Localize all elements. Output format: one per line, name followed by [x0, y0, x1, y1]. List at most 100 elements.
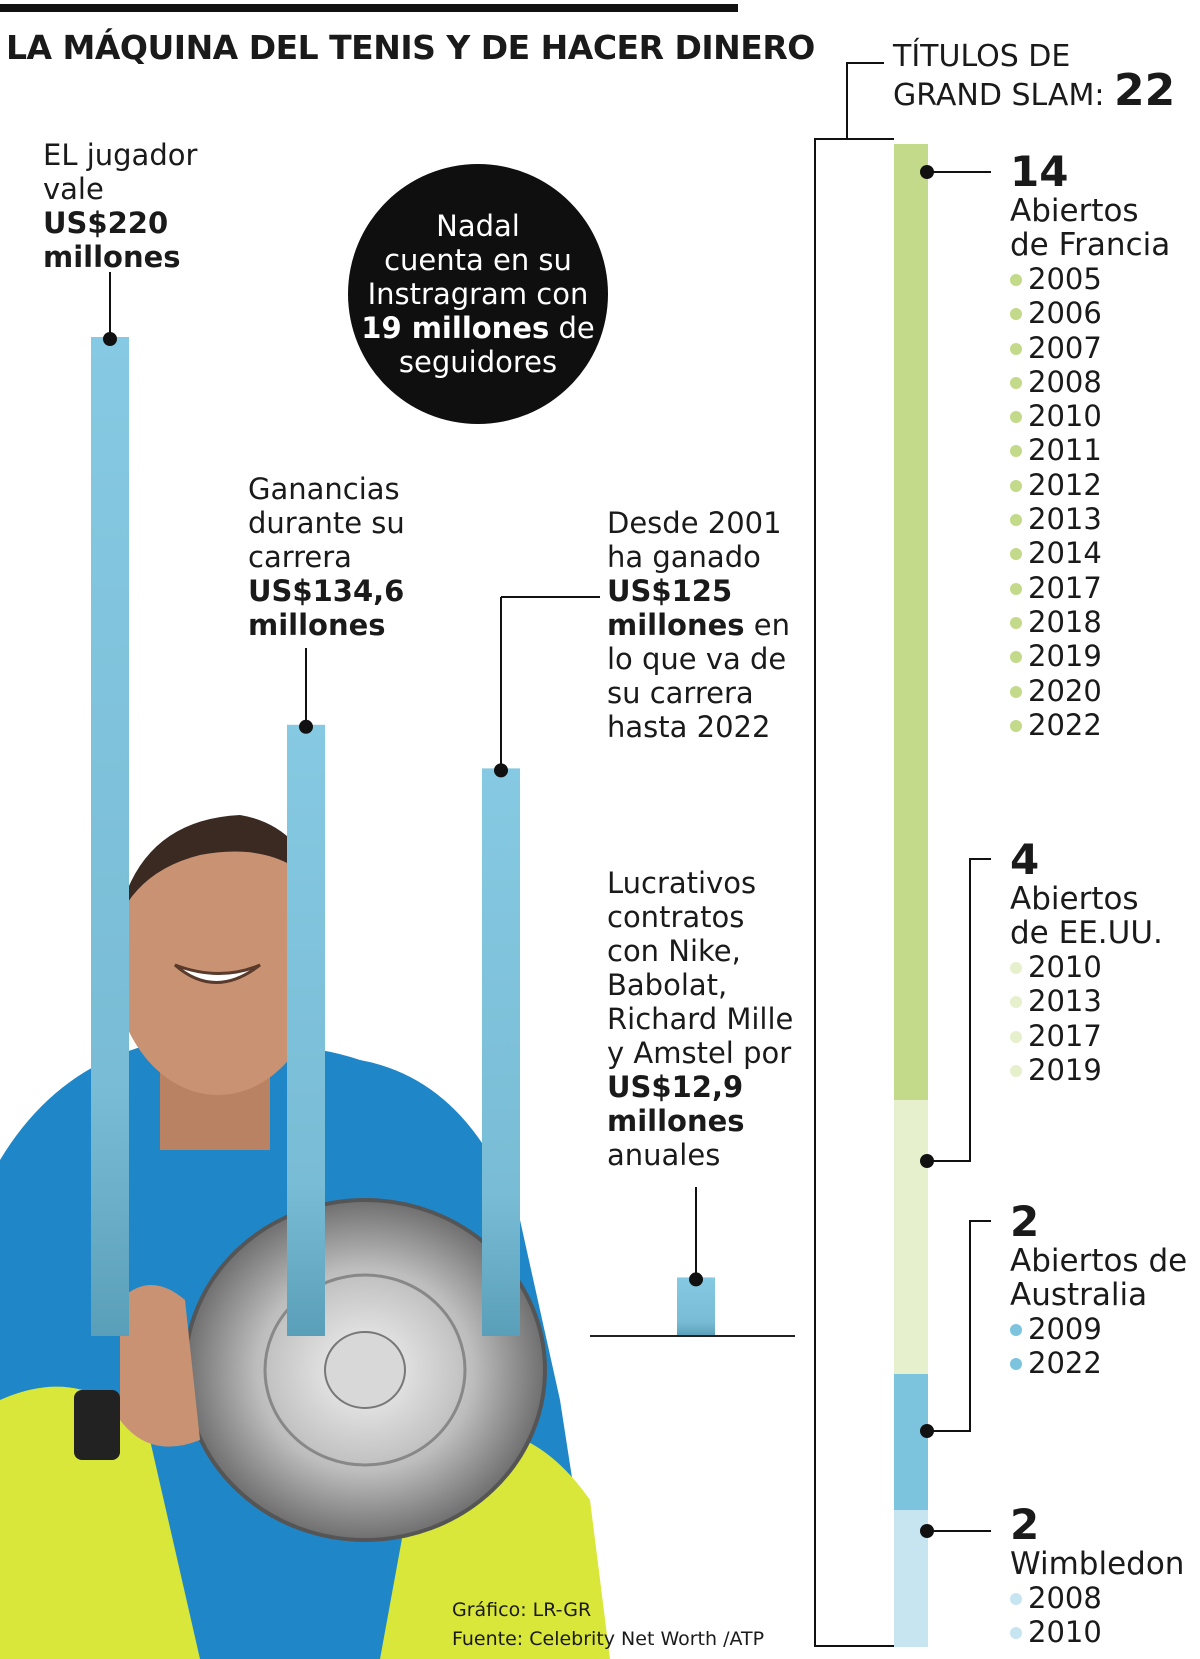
year-item: 2012: [1010, 468, 1170, 502]
annotation-since-line-5: lo que va de: [607, 642, 787, 676]
year-item: 2013: [1010, 502, 1170, 536]
annotation-contracts-line-9: anuales: [607, 1138, 721, 1172]
bracket-top-drop: [846, 62, 848, 140]
money-bar-2: [482, 768, 520, 1336]
year-bullet: [1010, 548, 1022, 561]
annotation-since-line-1: Desde 2001: [607, 506, 782, 540]
year-label: 2019: [1028, 1052, 1102, 1087]
year-bullet: [1010, 342, 1022, 355]
group-australia-name-1: Abiertos de: [1010, 1243, 1188, 1279]
circle-line-4-suffix: de: [549, 311, 595, 345]
annotation-contracts-line-6: y Amstel por: [607, 1036, 792, 1070]
group-eeuu-years: 2010 2013 2017 2019: [1010, 950, 1163, 1087]
year-label: 2019: [1028, 639, 1102, 674]
year-bullet: [1010, 411, 1022, 424]
year-bullet: [1010, 308, 1022, 321]
year-bullet: [1010, 1358, 1022, 1371]
annotation-since-unit: millones: [607, 608, 745, 642]
connector-wimbledon: [927, 1530, 991, 1532]
year-bullet: [1010, 274, 1022, 286]
annotation-earnings: Ganancias durante su carrera US$134,6 mi…: [248, 472, 405, 642]
annotation-since-2001: Desde 2001 ha ganado US$125 millones en …: [607, 506, 790, 744]
year-bullet: [1010, 1324, 1022, 1336]
money-bar-3: [677, 1277, 715, 1336]
year-label: 2011: [1028, 433, 1102, 468]
year-item: 2008: [1010, 365, 1170, 399]
year-label: 2007: [1028, 330, 1102, 365]
credits-grafico: Gráfico: LR-GR: [452, 1599, 592, 1621]
circle-line-3: Instragram con: [367, 277, 589, 311]
year-item: 2020: [1010, 674, 1170, 708]
year-label: 2017: [1028, 570, 1102, 605]
group-eeuu-name-2: de EE.UU.: [1010, 915, 1163, 951]
annotation-contracts-line-5: Richard Mille: [607, 1002, 794, 1036]
year-item: 2017: [1010, 571, 1170, 605]
money-bar-dot-0: [103, 332, 117, 346]
annotation-worth-value: US$220: [43, 206, 169, 240]
year-label: 2008: [1028, 364, 1102, 399]
circle-line-2: cuenta en su: [384, 243, 572, 277]
bracket-top-tick: [846, 62, 884, 64]
year-bullet: [1010, 996, 1022, 1009]
year-bullet: [1010, 514, 1022, 527]
group-australia-years: 2009 2022: [1010, 1312, 1187, 1381]
annotation-earnings-value: US$134,6: [248, 574, 405, 608]
circle-line-5: seguidores: [398, 345, 558, 379]
year-item: 2010: [1010, 399, 1170, 433]
year-item: 2022: [1010, 708, 1170, 742]
connector-australia-v: [969, 1220, 971, 1432]
year-item: 2010: [1010, 950, 1163, 984]
group-wimbledon-name: Wimbledon: [1010, 1546, 1185, 1582]
annotation-since-inline: en: [744, 608, 790, 642]
connector-eeuu-h: [927, 1160, 971, 1162]
year-label: 2017: [1028, 1018, 1102, 1053]
year-item: 2019: [1010, 1053, 1163, 1087]
instagram-circle: Nadal cuenta en su Instragram con 19 mil…: [348, 164, 608, 424]
group-eeuu-name-1: Abiertos: [1010, 881, 1139, 917]
group-francia-years: 2005 2006 2007 2008 2010 2011 2012 2013 2014 2017…: [1010, 262, 1170, 742]
year-item: 2013: [1010, 984, 1163, 1018]
annotation-since-line-6: su carrera: [607, 676, 754, 710]
year-item: 2011: [1010, 433, 1170, 467]
money-bar-0: [91, 337, 129, 1336]
annotation-since-line-2: ha ganado: [607, 540, 761, 574]
credits-fuente: Fuente: Celebrity Net Worth /ATP: [452, 1628, 765, 1650]
year-item: 2022: [1010, 1346, 1187, 1380]
annotation-worth-line-1: EL jugador: [43, 138, 198, 172]
annotation-earnings-line-2: durante su: [248, 506, 405, 540]
year-label: 2022: [1028, 1346, 1102, 1381]
player-photo: [0, 815, 610, 1659]
bracket-vertical: [814, 138, 816, 1647]
year-item: 2017: [1010, 1019, 1163, 1053]
annotation-contracts-value: US$12,9: [607, 1070, 744, 1104]
year-bullet: [1010, 962, 1022, 974]
year-item: 2007: [1010, 331, 1170, 365]
bracket-top-arm: [814, 138, 894, 140]
year-label: 2010: [1028, 399, 1102, 434]
segment-eeuu: [894, 1100, 928, 1374]
group-australia-name-2: Australia: [1010, 1277, 1148, 1313]
title-rule: [0, 4, 738, 12]
year-label: 2013: [1028, 984, 1102, 1019]
group-australia-count: 2: [1010, 1197, 1040, 1246]
segment-francia: [894, 144, 928, 1101]
year-item: 2005: [1010, 262, 1170, 296]
year-label: 2020: [1028, 673, 1102, 708]
year-label: 2022: [1028, 707, 1102, 742]
connector-australia-h: [927, 1430, 971, 1432]
year-bullet: [1010, 1030, 1022, 1043]
year-label: 2008: [1028, 1581, 1102, 1615]
year-label: 2018: [1028, 604, 1102, 639]
year-bullet: [1010, 582, 1022, 595]
money-bar-dot-2: [494, 763, 508, 778]
annotation-contracts: Lucrativos contratos con Nike, Babolat, …: [607, 866, 793, 1172]
year-label: 2010: [1028, 950, 1102, 984]
group-wimbledon-count: 2: [1010, 1500, 1040, 1549]
year-bullet: [1010, 445, 1022, 458]
money-bar-dot-3: [689, 1272, 703, 1287]
connector-eeuu-v: [969, 858, 971, 1162]
year-bullet: [1010, 1593, 1022, 1605]
year-label: 2009: [1028, 1312, 1102, 1346]
group-francia: 14 Abiertos de Francia 2005 2006 2007 2008 2…: [1010, 150, 1170, 742]
money-bar-1: [287, 724, 325, 1336]
